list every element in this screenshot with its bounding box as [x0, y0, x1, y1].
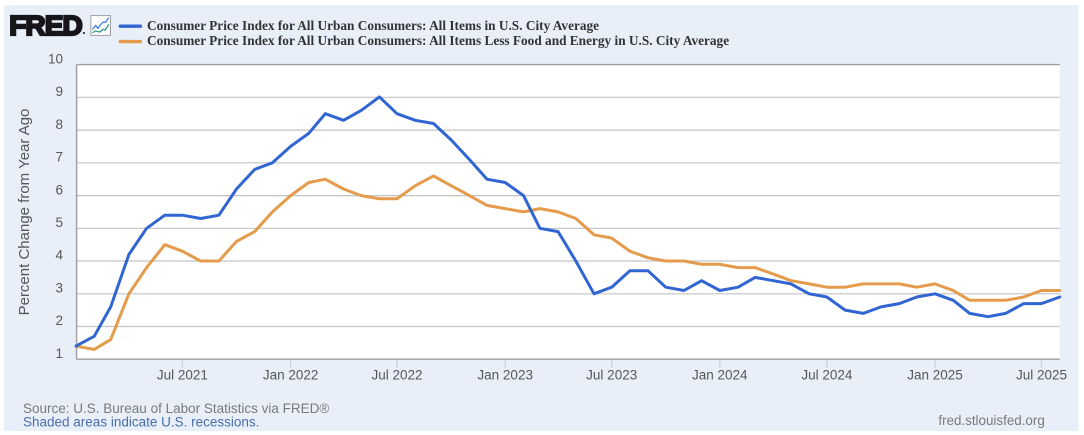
svg-text:Jan 2022: Jan 2022	[263, 368, 319, 383]
svg-text:Jul 2024: Jul 2024	[801, 368, 853, 383]
svg-text:Jan 2023: Jan 2023	[477, 368, 533, 383]
svg-text:3: 3	[55, 281, 63, 296]
svg-text:9: 9	[55, 84, 63, 99]
svg-text:5: 5	[55, 215, 63, 230]
svg-text:Jul 2022: Jul 2022	[371, 368, 422, 383]
svg-text:Consumer Price Index for All U: Consumer Price Index for All Urban Consu…	[147, 33, 729, 48]
svg-text:1: 1	[55, 346, 63, 361]
svg-text:Jan 2025: Jan 2025	[907, 368, 963, 383]
svg-text:Percent Change from Year Ago: Percent Change from Year Ago	[16, 109, 33, 316]
svg-text:fred.stlouisfed.org: fred.stlouisfed.org	[938, 413, 1044, 428]
svg-text:Jul 2021: Jul 2021	[157, 368, 208, 383]
svg-text:6: 6	[55, 182, 63, 197]
svg-text:2: 2	[55, 313, 63, 328]
svg-text:Shaded areas indicate U.S. rec: Shaded areas indicate U.S. recessions.	[23, 415, 259, 430]
svg-text:Jul 2023: Jul 2023	[586, 368, 637, 383]
svg-text:8: 8	[55, 117, 63, 132]
svg-text:4: 4	[55, 248, 63, 263]
svg-text:7: 7	[55, 150, 63, 165]
svg-text:Consumer Price Index for All U: Consumer Price Index for All Urban Consu…	[147, 18, 599, 33]
svg-text:Jul 2025: Jul 2025	[1016, 368, 1067, 383]
svg-text:10: 10	[48, 51, 63, 66]
svg-text:FRED: FRED	[9, 10, 82, 41]
svg-text:Jan 2024: Jan 2024	[692, 368, 748, 383]
svg-text:Source: U.S. Bureau of Labor S: Source: U.S. Bureau of Labor Statistics …	[23, 401, 329, 416]
